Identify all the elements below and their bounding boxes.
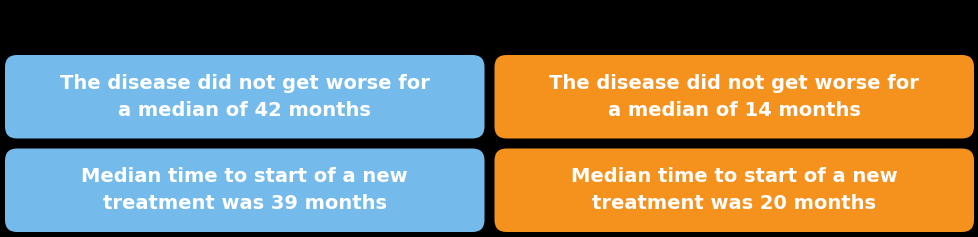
Text: The disease did not get worse for
a median of 14 months: The disease did not get worse for a medi… xyxy=(549,74,918,119)
Text: Median time to start of a new
treatment was 39 months: Median time to start of a new treatment … xyxy=(81,168,408,213)
Text: The disease did not get worse for
a median of 42 months: The disease did not get worse for a medi… xyxy=(60,74,429,119)
FancyBboxPatch shape xyxy=(5,55,484,138)
Text: Median time to start of a new
treatment was 20 months: Median time to start of a new treatment … xyxy=(570,168,897,213)
FancyBboxPatch shape xyxy=(494,149,973,232)
FancyBboxPatch shape xyxy=(5,149,484,232)
FancyBboxPatch shape xyxy=(494,55,973,138)
